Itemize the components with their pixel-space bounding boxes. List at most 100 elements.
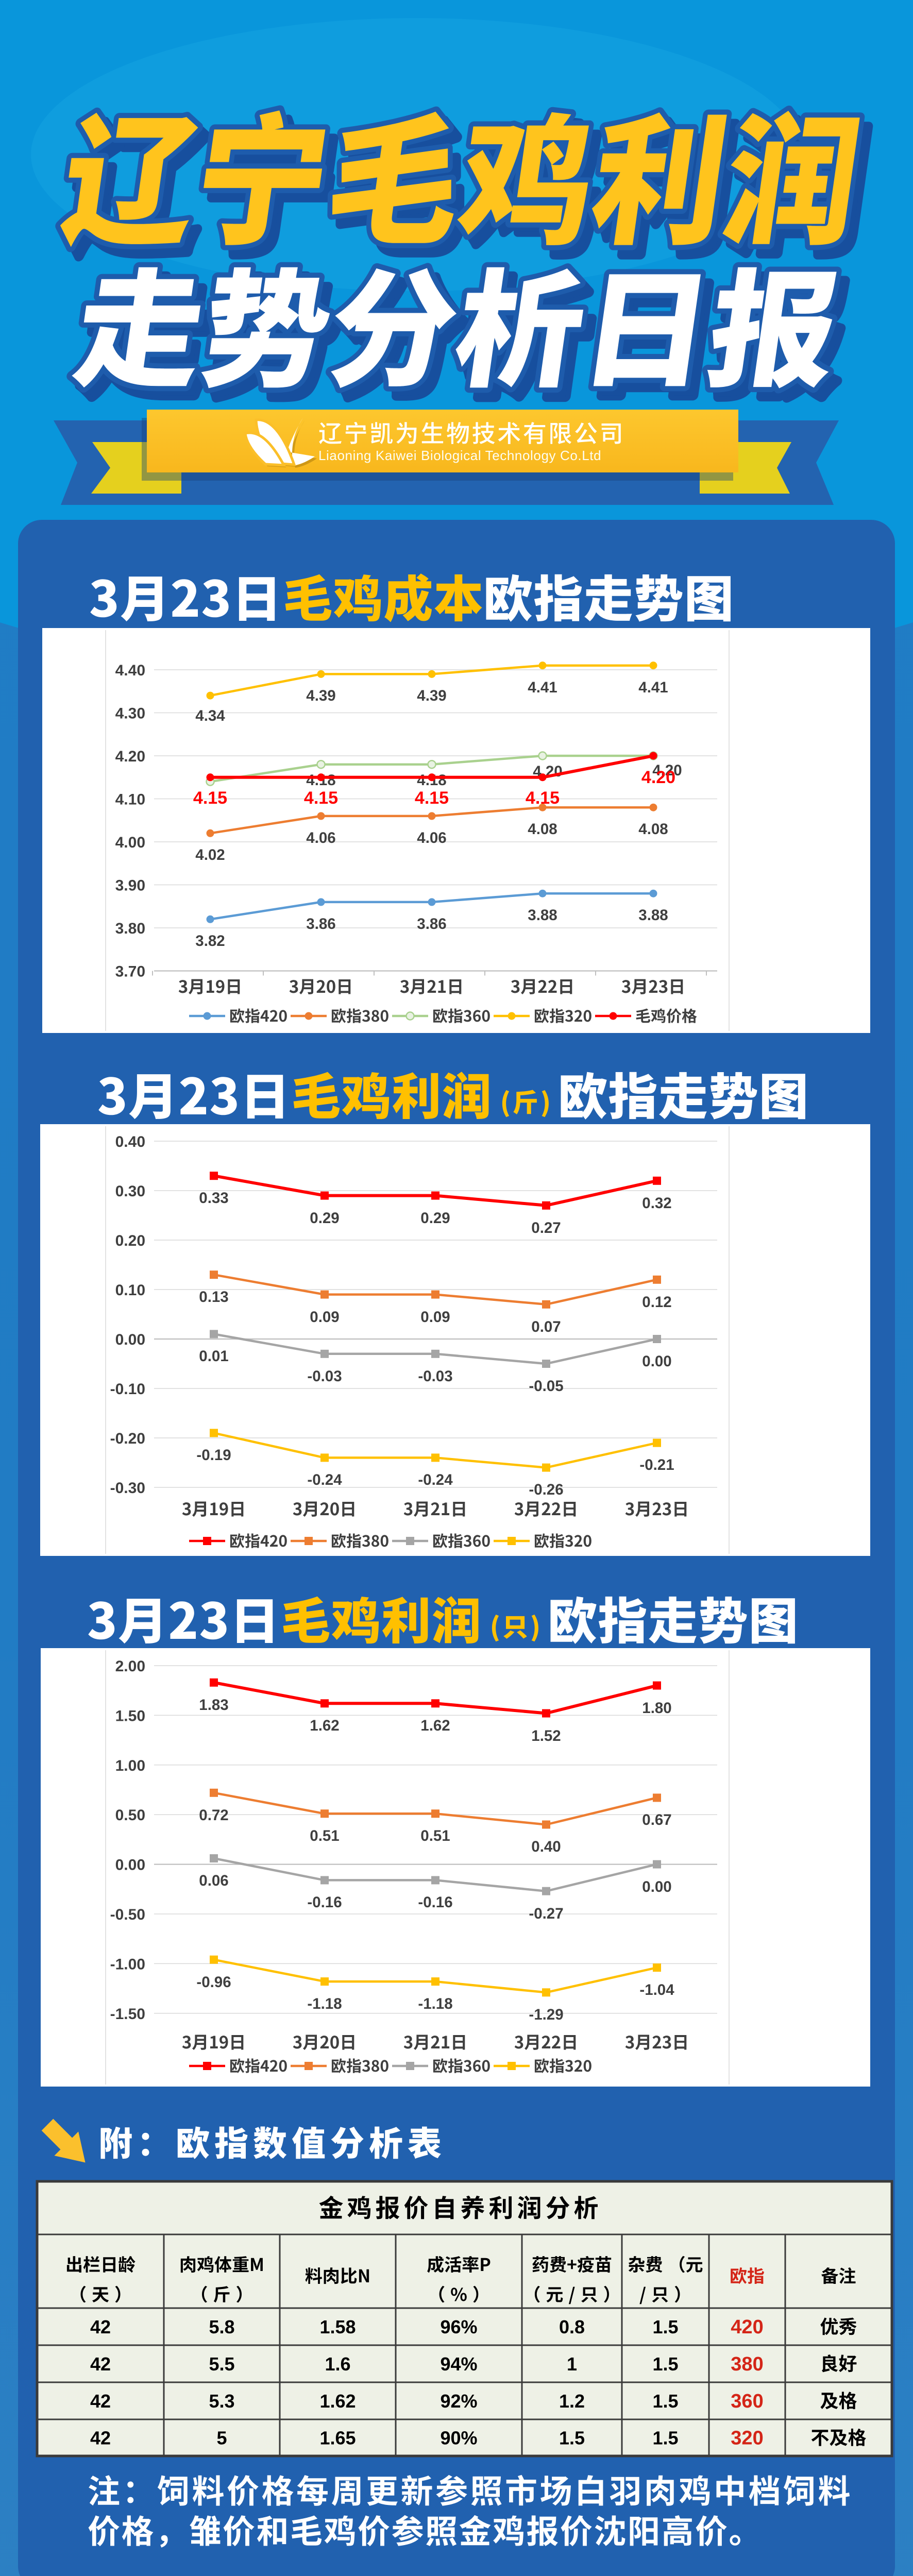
svg-text:0.8: 0.8 [559, 2316, 585, 2337]
svg-text:0.06: 0.06 [199, 1872, 228, 1889]
svg-text:-0.24: -0.24 [418, 1471, 453, 1488]
svg-text:96%: 96% [440, 2316, 477, 2337]
svg-text:3.80: 3.80 [115, 920, 145, 937]
svg-text:-0.16: -0.16 [307, 1894, 342, 1911]
svg-text:0.32: 0.32 [642, 1195, 671, 1212]
svg-text:0.00: 0.00 [642, 1878, 671, 1895]
svg-text:0.00: 0.00 [115, 1857, 145, 1874]
svg-text:1.62: 1.62 [420, 1717, 450, 1734]
svg-text:1.52: 1.52 [531, 1727, 561, 1744]
svg-text:5.3: 5.3 [209, 2391, 234, 2412]
svg-text:4.20: 4.20 [641, 768, 675, 787]
svg-text:0.50: 0.50 [115, 1807, 145, 1824]
svg-text:0.51: 0.51 [310, 1827, 339, 1844]
svg-text:4.06: 4.06 [306, 829, 335, 846]
svg-text:4.40: 4.40 [115, 662, 145, 679]
svg-text:1: 1 [567, 2353, 577, 2375]
svg-text:1.62: 1.62 [319, 2391, 356, 2412]
svg-text:1.6: 1.6 [325, 2353, 350, 2375]
svg-text:4.34: 4.34 [195, 707, 225, 724]
svg-text:1.2: 1.2 [559, 2391, 585, 2412]
svg-text:4.20: 4.20 [652, 762, 682, 779]
svg-text:320: 320 [731, 2428, 763, 2449]
svg-text:0.51: 0.51 [420, 1827, 450, 1844]
svg-text:4.08: 4.08 [638, 821, 668, 838]
svg-text:-1.04: -1.04 [639, 1981, 674, 1998]
svg-text:1.5: 1.5 [652, 2316, 678, 2337]
svg-text:-0.26: -0.26 [529, 1481, 563, 1498]
svg-text:1.58: 1.58 [319, 2316, 356, 2337]
svg-text:5.5: 5.5 [209, 2353, 234, 2375]
svg-text:-0.96: -0.96 [196, 1974, 231, 1991]
svg-text:4.39: 4.39 [417, 687, 446, 704]
svg-text:-0.10: -0.10 [110, 1381, 145, 1398]
svg-text:0.12: 0.12 [642, 1294, 671, 1311]
svg-text:0.20: 0.20 [115, 1232, 145, 1249]
svg-text:-1.29: -1.29 [529, 2006, 563, 2023]
svg-text:0.40: 0.40 [531, 1838, 561, 1855]
svg-text:4.41: 4.41 [528, 679, 557, 696]
svg-text:4.00: 4.00 [115, 834, 145, 851]
svg-text:0.13: 0.13 [199, 1289, 228, 1306]
svg-text:-0.16: -0.16 [418, 1894, 452, 1911]
svg-text:0.72: 0.72 [199, 1807, 228, 1824]
svg-text:3.88: 3.88 [638, 907, 668, 924]
svg-text:0.00: 0.00 [115, 1331, 145, 1348]
svg-text:4.08: 4.08 [528, 821, 557, 838]
svg-text:4.06: 4.06 [417, 829, 446, 846]
svg-text:42: 42 [90, 2316, 111, 2337]
svg-text:1.5: 1.5 [652, 2353, 678, 2375]
svg-text:1.5: 1.5 [652, 2391, 678, 2412]
svg-text:90%: 90% [440, 2428, 477, 2449]
svg-text:360: 360 [731, 2391, 763, 2412]
svg-text:0.00: 0.00 [642, 1353, 671, 1370]
svg-text:0.07: 0.07 [531, 1318, 561, 1335]
svg-text:1.00: 1.00 [115, 1757, 145, 1774]
svg-text:4.41: 4.41 [638, 679, 668, 696]
svg-text:0.40: 0.40 [115, 1133, 145, 1150]
svg-text:3.86: 3.86 [417, 916, 446, 933]
svg-text:-0.30: -0.30 [110, 1480, 145, 1497]
svg-text:0.29: 0.29 [310, 1210, 339, 1227]
svg-text:-0.20: -0.20 [110, 1430, 145, 1447]
svg-text:0.10: 0.10 [115, 1282, 145, 1299]
svg-text:0.67: 0.67 [642, 1811, 671, 1828]
svg-text:420: 420 [731, 2316, 763, 2338]
svg-text:3.70: 3.70 [115, 963, 145, 980]
svg-text:-1.50: -1.50 [110, 2006, 145, 2023]
svg-text:42: 42 [90, 2428, 111, 2449]
svg-text:0.30: 0.30 [115, 1183, 145, 1200]
svg-text:92%: 92% [440, 2391, 477, 2412]
svg-text:1.5: 1.5 [652, 2428, 678, 2449]
svg-text:4.15: 4.15 [415, 788, 449, 808]
svg-text:0.29: 0.29 [420, 1210, 450, 1227]
svg-text:1.50: 1.50 [115, 1707, 145, 1724]
svg-text:1.83: 1.83 [199, 1697, 228, 1714]
svg-text:0.33: 0.33 [199, 1190, 228, 1207]
svg-text:5.8: 5.8 [209, 2316, 234, 2337]
svg-text:42: 42 [90, 2391, 111, 2412]
svg-text:5: 5 [216, 2428, 227, 2449]
svg-text:380: 380 [731, 2353, 763, 2375]
svg-text:-1.18: -1.18 [418, 1995, 452, 2012]
svg-text:-0.19: -0.19 [196, 1447, 231, 1464]
svg-text:4.15: 4.15 [304, 788, 338, 808]
svg-text:-0.50: -0.50 [110, 1906, 145, 1923]
svg-text:Liaoning Kaiwei Biological Tec: Liaoning Kaiwei Biological Technology Co… [318, 448, 601, 463]
svg-text:1.80: 1.80 [642, 1700, 671, 1717]
svg-text:0.09: 0.09 [420, 1309, 450, 1326]
svg-text:94%: 94% [440, 2353, 477, 2375]
svg-text:1.5: 1.5 [559, 2428, 585, 2449]
svg-text:0.09: 0.09 [310, 1309, 339, 1326]
svg-text:-0.03: -0.03 [418, 1368, 452, 1385]
svg-text:3.88: 3.88 [528, 907, 557, 924]
svg-text:42: 42 [90, 2353, 111, 2375]
svg-text:2.00: 2.00 [115, 1658, 145, 1675]
svg-text:-1.00: -1.00 [110, 1956, 145, 1973]
svg-text:-0.21: -0.21 [639, 1456, 674, 1473]
svg-text:0.01: 0.01 [199, 1348, 228, 1365]
svg-text:-0.27: -0.27 [529, 1905, 563, 1922]
svg-text:1.65: 1.65 [319, 2428, 356, 2449]
svg-text:4.15: 4.15 [526, 788, 560, 808]
svg-text:-0.24: -0.24 [307, 1471, 342, 1488]
